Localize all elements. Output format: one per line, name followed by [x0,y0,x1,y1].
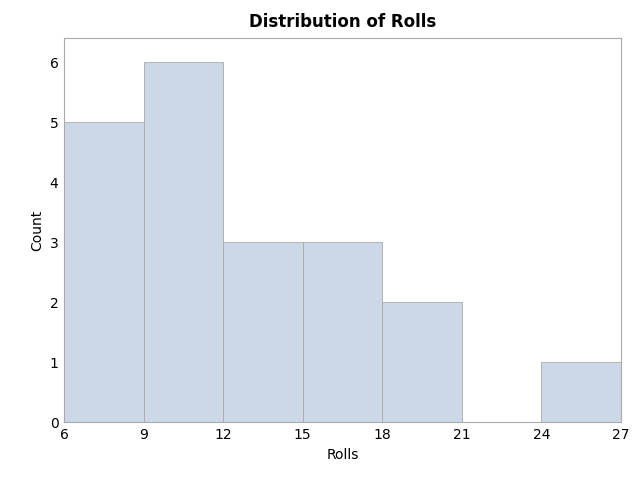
Title: Distribution of Rolls: Distribution of Rolls [249,13,436,31]
Bar [382,302,461,422]
Bar [541,362,621,422]
Bar [143,62,223,422]
Bar [64,122,143,422]
X-axis label: Rolls: Rolls [326,447,358,461]
Bar [303,242,382,422]
Bar [223,242,303,422]
Y-axis label: Count: Count [30,210,44,251]
